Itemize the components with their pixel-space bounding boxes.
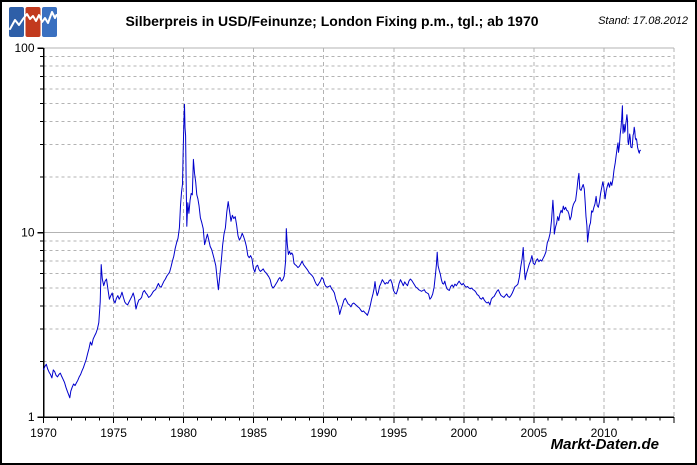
x-tick-label: 1975	[100, 426, 127, 440]
x-tick-label: 2005	[521, 426, 548, 440]
markt-daten-watermark: Markt-Daten.de	[550, 436, 659, 453]
x-tick-label: 1980	[170, 426, 197, 440]
markt-daten-logo	[9, 7, 57, 37]
logo-chart-line-icon	[9, 11, 57, 30]
logo-panel-middle	[25, 7, 41, 37]
y-tick-label: 100	[14, 41, 34, 55]
x-tick-label: 1970	[30, 426, 57, 440]
chart-title: Silberpreis in USD/Feinunze; London Fixi…	[125, 13, 539, 29]
x-tick-label: 2010	[591, 426, 618, 440]
stand-date-label: Stand: 17.08.2012	[598, 15, 688, 27]
x-tick-label: 1985	[240, 426, 267, 440]
x-tick-label: 1990	[310, 426, 337, 440]
x-tick-label: 2000	[450, 426, 477, 440]
x-tick-label: 1995	[380, 426, 407, 440]
y-tick-label: 10	[21, 226, 35, 240]
price-line	[43, 103, 642, 399]
y-tick-label: 1	[28, 410, 35, 424]
